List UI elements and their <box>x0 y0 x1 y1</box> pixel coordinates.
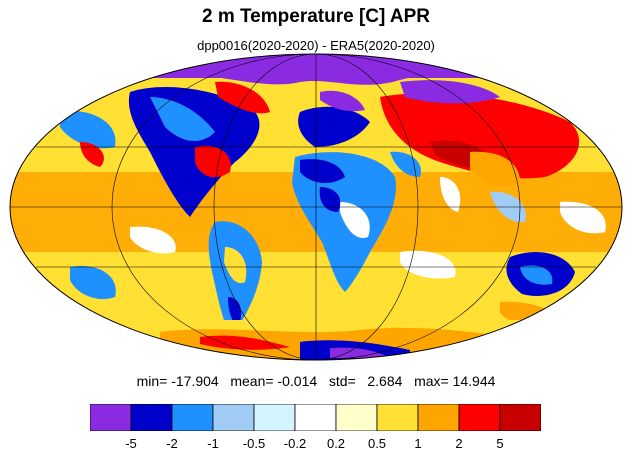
asia-region <box>380 93 580 179</box>
mean-label: mean= <box>230 373 274 389</box>
colorbar-swatch <box>130 404 173 431</box>
map-border <box>9 53 623 361</box>
statistics-line: min= -17.904 mean= -0.014 std= 2.684 max… <box>0 373 632 389</box>
colorbar-tick-label: 1 <box>414 436 422 451</box>
min-label: min= <box>136 373 168 389</box>
colorbar-tick-label: -0.5 <box>242 436 266 451</box>
colorbar-tick-label: 0.5 <box>367 436 387 451</box>
africa-region <box>292 152 396 292</box>
colorbar-swatch <box>417 404 460 431</box>
std-label: std= <box>328 373 356 389</box>
colorbar-tick-label: -1 <box>207 436 219 451</box>
colorbar-swatch <box>90 404 132 431</box>
colorbar-swatch <box>335 404 378 431</box>
colorbar-swatch <box>171 404 214 431</box>
colorbar-swatch <box>212 404 255 431</box>
colorbar-swatch <box>499 404 541 431</box>
colorbar <box>90 404 541 431</box>
max-value: 14.944 <box>452 373 496 389</box>
std-value: 2.684 <box>367 373 403 389</box>
max-label: max= <box>414 373 449 389</box>
colorbar-swatch <box>253 404 296 431</box>
map-subtitle: dpp0016(2020-2020) - ERA5(2020-2020) <box>197 38 435 53</box>
colorbar-tick-label: -2 <box>166 436 178 451</box>
colorbar-tick-label: -5 <box>125 436 137 451</box>
colorbar-tick-label: -0.2 <box>283 436 307 451</box>
colorbar-swatch <box>458 404 501 431</box>
temperature-difference-map <box>9 53 623 361</box>
colorbar-swatch <box>294 404 337 431</box>
mean-value: -0.014 <box>277 373 318 389</box>
colorbar-tick-label: 5 <box>496 436 504 451</box>
min-value: -17.904 <box>171 373 219 389</box>
colorbar-tick-label: 2 <box>455 436 463 451</box>
colorbar-swatch <box>376 404 419 431</box>
colorbar-tick-label: 0.2 <box>326 436 346 451</box>
map-title: 2 m Temperature [C] APR <box>201 6 431 27</box>
colorbar-ticks: -5 -2 -1 -0.5 -0.2 0.2 0.5 1 2 5 <box>90 436 541 454</box>
